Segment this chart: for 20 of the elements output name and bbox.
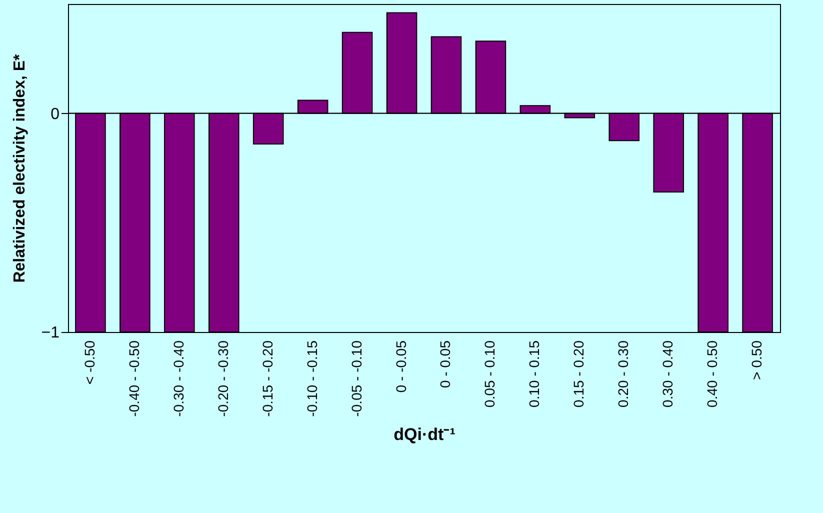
x-tick-label: 0.40 - 0.50	[704, 340, 720, 408]
x-axis-title: dQi·dt⁻¹	[394, 424, 456, 444]
y-axis-title: Relativized electivity index, E*	[11, 53, 28, 283]
x-tick-label: 0.15 - 0.20	[570, 340, 587, 408]
x-tick-label: 0 - 0.05	[437, 340, 454, 388]
x-tick-label: 0.20 - 0.30	[615, 340, 632, 408]
y-tick-label: −1	[41, 324, 60, 342]
x-tick-label: -0.15 - -0.20	[259, 340, 276, 417]
x-tick-label: 0.30 - 0.40	[660, 340, 676, 408]
x-tick-label: 0.05 - 0.10	[482, 340, 498, 408]
x-tick-label: > 0.50	[748, 340, 765, 380]
y-tick-label: 0	[50, 106, 60, 123]
x-tick-label: < -0.50	[81, 340, 98, 384]
x-tick-label: -0.10 - -0.15	[304, 340, 320, 417]
x-tick-label: 0 - -0.05	[392, 340, 409, 393]
x-tick-label: -0.20 - -0.30	[214, 340, 231, 417]
x-tick-label: -0.40 - -0.50	[126, 340, 142, 417]
x-tick-label: -0.05 - -0.10	[348, 340, 364, 417]
x-tick-label: 0.10 - 0.15	[526, 340, 542, 408]
x-tick-label: -0.30 - -0.40	[170, 340, 186, 417]
